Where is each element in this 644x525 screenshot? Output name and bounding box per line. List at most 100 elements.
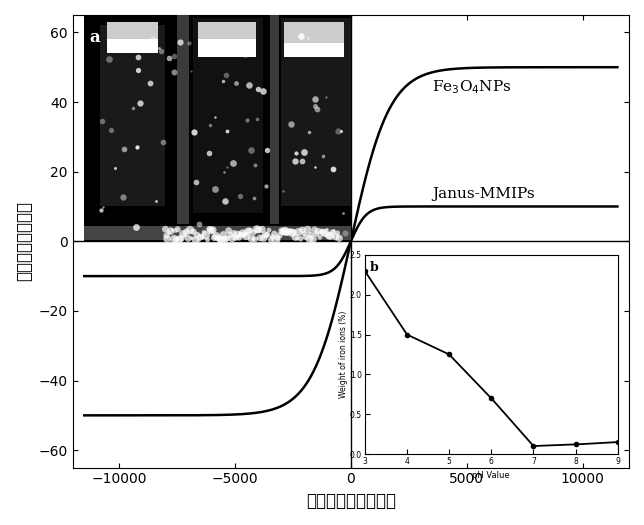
Point — [292, 235, 302, 243]
Point — [248, 235, 258, 243]
Point — [187, 234, 197, 243]
Point — [190, 236, 200, 244]
Point — [283, 228, 294, 237]
Point — [223, 226, 234, 235]
Point — [294, 228, 304, 236]
Point — [225, 231, 236, 239]
Point — [222, 234, 232, 243]
Point — [228, 159, 238, 167]
Point — [194, 236, 204, 245]
Point — [299, 229, 309, 238]
Point — [330, 233, 341, 241]
Point — [99, 203, 109, 211]
Point — [306, 230, 316, 239]
Point — [289, 228, 299, 236]
Point — [240, 49, 251, 58]
Point — [303, 34, 313, 43]
Point — [184, 39, 194, 47]
Point — [169, 52, 180, 60]
Point — [258, 86, 269, 94]
Point — [259, 234, 269, 243]
Point — [265, 233, 276, 241]
Point — [320, 229, 330, 237]
Bar — [108, 22, 158, 39]
Point — [279, 227, 290, 235]
Point — [231, 233, 241, 242]
Point — [308, 235, 318, 244]
Point — [183, 234, 193, 243]
Point — [158, 138, 168, 146]
Point — [169, 235, 179, 244]
Point — [278, 228, 289, 236]
Point — [338, 208, 348, 217]
Point — [278, 187, 288, 195]
Point — [97, 117, 107, 125]
Point — [186, 67, 196, 76]
Point — [191, 178, 201, 186]
Point — [192, 231, 202, 239]
Point — [248, 227, 258, 236]
Point — [142, 42, 153, 50]
Point — [205, 121, 215, 130]
Point — [264, 226, 274, 234]
Point — [222, 127, 232, 135]
Point — [297, 156, 307, 165]
Point — [255, 234, 265, 242]
Point — [148, 38, 158, 47]
Point — [164, 228, 174, 237]
Point — [204, 225, 214, 233]
Point — [180, 232, 190, 240]
Point — [220, 167, 230, 176]
Point — [246, 145, 256, 154]
Point — [222, 163, 232, 171]
Point — [317, 152, 328, 160]
Point — [286, 120, 296, 129]
Point — [316, 43, 326, 51]
Point — [327, 228, 337, 237]
Point — [132, 142, 142, 151]
Text: Fe$_3$O$_4$NPs: Fe$_3$O$_4$NPs — [432, 79, 511, 96]
Point — [232, 230, 243, 239]
Point — [110, 164, 120, 172]
Point — [260, 182, 270, 191]
Point — [236, 230, 246, 239]
Point — [252, 225, 262, 234]
Bar — [270, 15, 279, 224]
Point — [169, 68, 180, 77]
Point — [218, 230, 229, 239]
Point — [133, 66, 144, 75]
Point — [145, 79, 155, 87]
Point — [285, 227, 295, 235]
Point — [321, 93, 331, 101]
Point — [207, 226, 218, 234]
Point — [96, 205, 106, 214]
Point — [201, 231, 211, 239]
Point — [269, 229, 279, 238]
Bar — [198, 22, 256, 39]
Point — [245, 226, 255, 235]
Point — [315, 233, 325, 242]
Point — [194, 219, 205, 228]
Point — [178, 230, 188, 238]
Point — [211, 232, 222, 240]
Point — [303, 226, 313, 234]
Bar — [177, 15, 189, 224]
Point — [328, 165, 338, 174]
Point — [262, 230, 272, 239]
Point — [325, 232, 336, 240]
Point — [252, 114, 262, 123]
Point — [261, 146, 272, 154]
Point — [312, 104, 322, 113]
Point — [246, 234, 256, 243]
Point — [189, 128, 199, 136]
Bar — [84, 15, 351, 242]
Point — [310, 225, 320, 234]
Point — [151, 196, 161, 205]
Point — [106, 126, 117, 134]
Point — [206, 226, 216, 235]
Point — [287, 228, 297, 237]
Point — [135, 99, 145, 107]
Point — [118, 193, 128, 201]
Point — [162, 235, 173, 243]
Point — [131, 223, 142, 232]
